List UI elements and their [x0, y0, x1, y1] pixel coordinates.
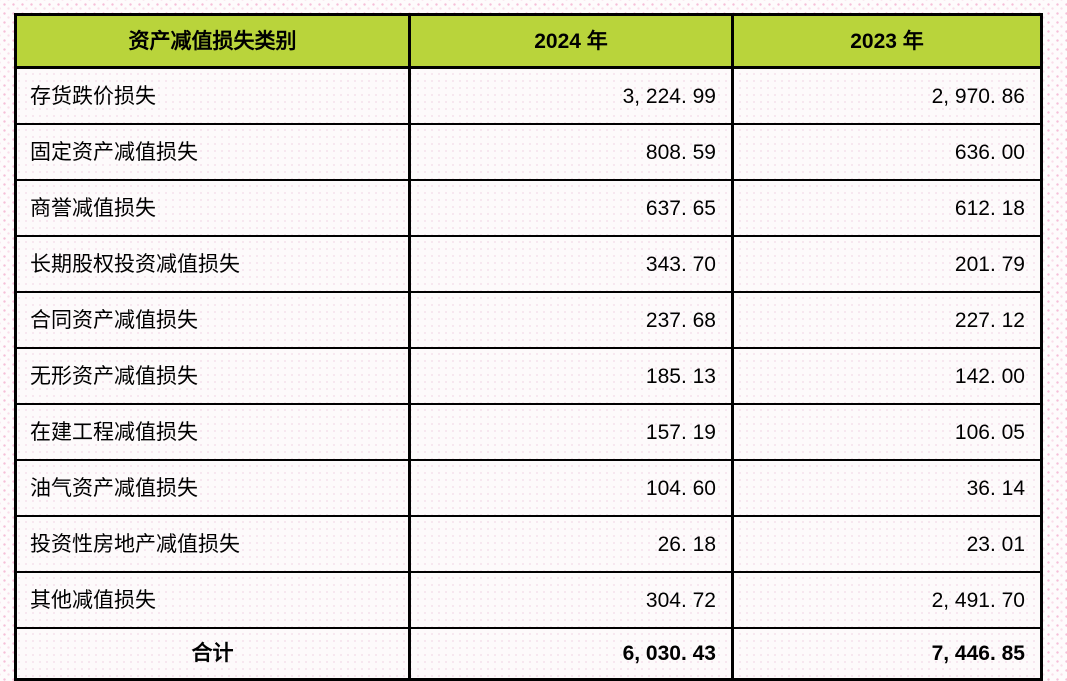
row-value-2023: 201. 79 [731, 235, 1043, 293]
row-value-2024: 157. 19 [408, 403, 734, 461]
row-value-2024: 637. 65 [408, 179, 734, 237]
row-value-2024: 237. 68 [408, 291, 734, 349]
table-row: 投资性房地产减值损失 26. 18 23. 01 [14, 515, 1043, 573]
row-category-label: 固定资产减值损失 [14, 123, 411, 181]
row-category-label: 存货跌价损失 [14, 66, 411, 125]
header-year-2023: 2023 年 [731, 13, 1043, 69]
table-row: 长期股权投资减值损失 343. 70 201. 79 [14, 235, 1043, 293]
table-row: 无形资产减值损失 185. 13 142. 00 [14, 347, 1043, 405]
table-footer: 合计 6, 030. 43 7, 446. 85 [14, 627, 1043, 681]
table-row: 在建工程减值损失 157. 19 106. 05 [14, 403, 1043, 461]
table-row: 固定资产减值损失 808. 59 636. 00 [14, 123, 1043, 181]
table-row: 存货跌价损失 3, 224. 99 2, 970. 86 [14, 66, 1043, 125]
row-category-label: 投资性房地产减值损失 [14, 515, 411, 573]
row-value-2023: 636. 00 [731, 123, 1043, 181]
row-value-2024: 808. 59 [408, 123, 734, 181]
row-value-2023: 612. 18 [731, 179, 1043, 237]
header-row: 资产减值损失类别 2024 年 2023 年 [14, 13, 1043, 69]
row-value-2023: 2, 491. 70 [731, 571, 1043, 629]
row-value-2024: 343. 70 [408, 235, 734, 293]
header-category: 资产减值损失类别 [14, 13, 411, 69]
table-body: 存货跌价损失 3, 224. 99 2, 970. 86 固定资产减值损失 80… [14, 66, 1043, 629]
table-row: 其他减值损失 304. 72 2, 491. 70 [14, 571, 1043, 629]
row-value-2023: 36. 14 [731, 459, 1043, 517]
row-value-2023: 142. 00 [731, 347, 1043, 405]
row-value-2023: 106. 05 [731, 403, 1043, 461]
row-value-2024: 104. 60 [408, 459, 734, 517]
row-value-2024: 185. 13 [408, 347, 734, 405]
row-value-2023: 227. 12 [731, 291, 1043, 349]
total-value-2024: 6, 030. 43 [408, 627, 734, 681]
row-category-label: 无形资产减值损失 [14, 347, 411, 405]
row-value-2024: 3, 224. 99 [408, 66, 734, 125]
row-value-2023: 2, 970. 86 [731, 66, 1043, 125]
header-year-2024: 2024 年 [408, 13, 734, 69]
row-category-label: 商誉减值损失 [14, 179, 411, 237]
row-value-2023: 23. 01 [731, 515, 1043, 573]
row-category-label: 合同资产减值损失 [14, 291, 411, 349]
total-row: 合计 6, 030. 43 7, 446. 85 [14, 627, 1043, 681]
total-label: 合计 [14, 627, 411, 681]
table-row: 商誉减值损失 637. 65 612. 18 [14, 179, 1043, 237]
row-category-label: 其他减值损失 [14, 571, 411, 629]
row-category-label: 油气资产减值损失 [14, 459, 411, 517]
row-value-2024: 26. 18 [408, 515, 734, 573]
row-value-2024: 304. 72 [408, 571, 734, 629]
row-category-label: 长期股权投资减值损失 [14, 235, 411, 293]
impairment-loss-table: 资产减值损失类别 2024 年 2023 年 存货跌价损失 3, 224. 99… [14, 13, 1043, 681]
impairment-loss-table-container: 资产减值损失类别 2024 年 2023 年 存货跌价损失 3, 224. 99… [14, 13, 1043, 681]
row-category-label: 在建工程减值损失 [14, 403, 411, 461]
table-header: 资产减值损失类别 2024 年 2023 年 [14, 13, 1043, 69]
table-row: 合同资产减值损失 237. 68 227. 12 [14, 291, 1043, 349]
total-value-2023: 7, 446. 85 [731, 627, 1043, 681]
table-row: 油气资产减值损失 104. 60 36. 14 [14, 459, 1043, 517]
